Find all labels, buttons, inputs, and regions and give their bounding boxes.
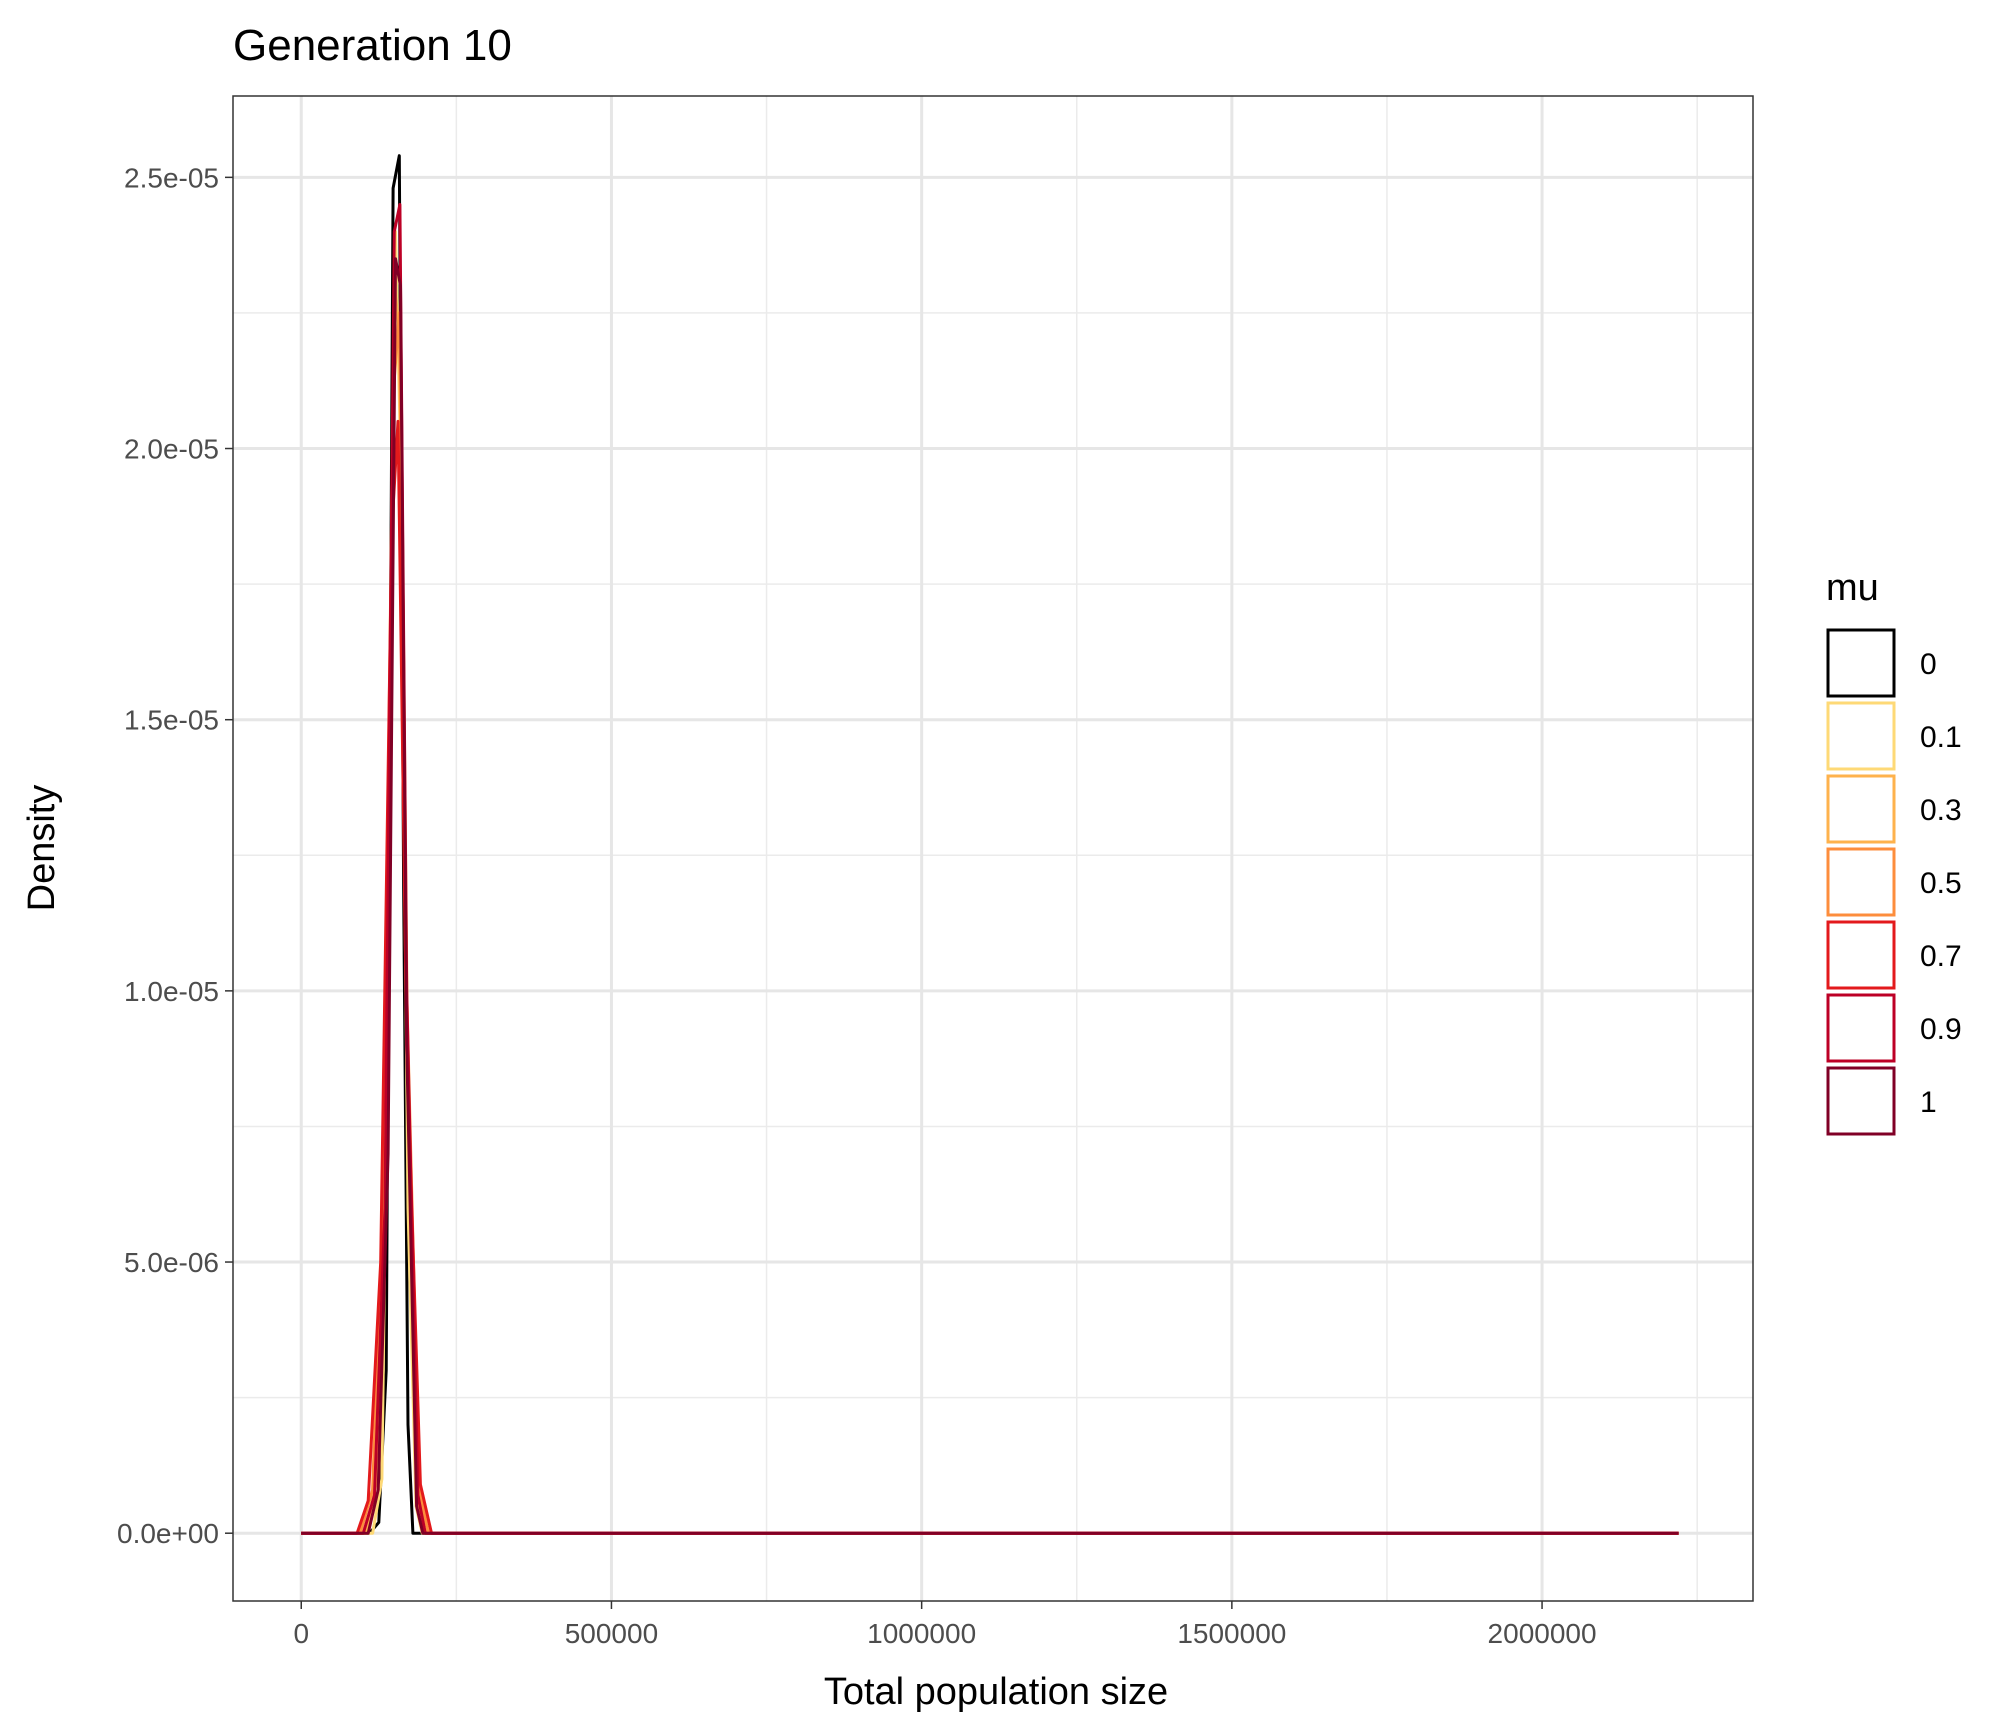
x-axis: 0 500000 1000000 1500000 2000000	[293, 1601, 1597, 1649]
y-axis-title: Density	[21, 785, 63, 912]
x-tick-label: 0	[293, 1618, 309, 1649]
legend-key	[1826, 774, 1896, 844]
x-tick-label: 500000	[565, 1618, 658, 1649]
legend-label: 0.9	[1920, 1013, 1962, 1046]
legend-key	[1826, 1066, 1896, 1136]
y-tick-label: 5.0e-06	[124, 1247, 219, 1278]
y-axis: 0.0e+00 5.0e-06 1.0e-05 1.5e-05 2.0e-05 2.5e-…	[117, 162, 233, 1549]
density-line-mu-1	[301, 257, 1679, 1535]
legend: mu 0 0.1 0.3 0.5 0.7 0.9 1	[1826, 567, 1962, 1136]
legend-label: 0	[1920, 648, 1937, 681]
density-series	[301, 154, 1679, 1535]
y-tick-label: 1.0e-05	[124, 976, 219, 1007]
y-tick-label: 2.0e-05	[124, 434, 219, 465]
y-tick-label: 1.5e-05	[124, 705, 219, 736]
y-tick-label: 2.5e-05	[124, 162, 219, 193]
legend-label: 0.7	[1920, 940, 1962, 973]
x-tick-label: 2000000	[1488, 1618, 1597, 1649]
legend-label: 0.3	[1920, 794, 1962, 827]
x-tick-label: 1500000	[1177, 1618, 1286, 1649]
major-gridlines	[233, 96, 1753, 1601]
density-line-mu-0.9	[301, 203, 1679, 1535]
y-tick-label: 0.0e+00	[117, 1518, 219, 1549]
legend-label: 1	[1920, 1086, 1937, 1119]
legend-key	[1826, 993, 1896, 1063]
legend-key	[1826, 920, 1896, 990]
chart-title: Generation 10	[233, 21, 512, 70]
legend-items: 0 0.1 0.3 0.5 0.7 0.9 1	[1826, 628, 1962, 1136]
x-tick-label: 1000000	[867, 1618, 976, 1649]
x-axis-title: Total population size	[824, 1671, 1168, 1713]
plot-panel	[232, 95, 1754, 1602]
legend-key	[1826, 847, 1896, 917]
legend-label: 0.5	[1920, 867, 1962, 900]
minor-gridlines	[233, 96, 1753, 1601]
legend-key	[1826, 628, 1896, 698]
panel-border	[232, 95, 1754, 1602]
legend-title: mu	[1826, 567, 1879, 609]
legend-key	[1826, 701, 1896, 771]
legend-label: 0.1	[1920, 721, 1962, 754]
